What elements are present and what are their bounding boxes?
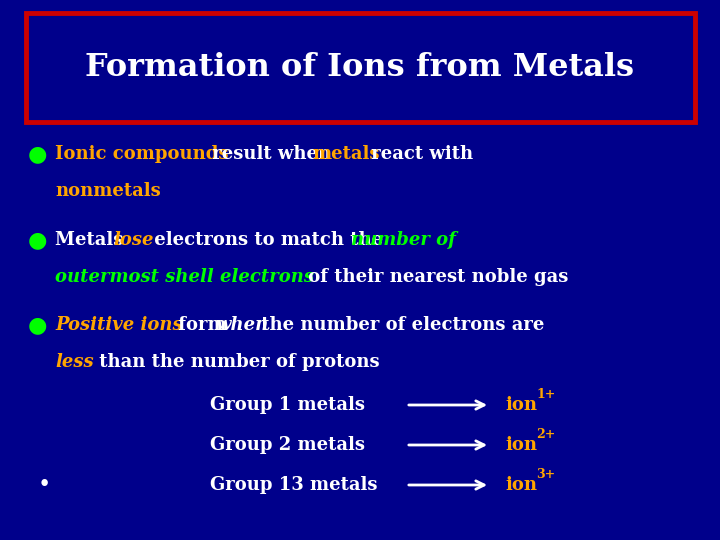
- Text: of their nearest noble gas: of their nearest noble gas: [302, 268, 568, 286]
- FancyBboxPatch shape: [26, 13, 695, 122]
- Text: 3+: 3+: [536, 469, 555, 482]
- Text: Group 13 metals: Group 13 metals: [210, 476, 377, 494]
- Text: Positive ions: Positive ions: [55, 316, 183, 334]
- Text: nonmetals: nonmetals: [55, 182, 161, 200]
- Text: Group 2 metals: Group 2 metals: [210, 436, 365, 454]
- Text: ion: ion: [505, 476, 537, 494]
- Text: outermost shell electrons: outermost shell electrons: [55, 268, 314, 286]
- Text: ●: ●: [28, 230, 48, 250]
- Text: ion: ion: [505, 436, 537, 454]
- Text: Metals: Metals: [55, 231, 130, 249]
- Text: lose: lose: [113, 231, 153, 249]
- Text: 1+: 1+: [536, 388, 555, 402]
- Text: •: •: [38, 474, 51, 496]
- Text: than the number of protons: than the number of protons: [93, 353, 379, 371]
- Text: number of: number of: [351, 231, 456, 249]
- Text: form: form: [172, 316, 233, 334]
- Text: electrons to match the: electrons to match the: [148, 231, 390, 249]
- Text: result when: result when: [206, 145, 338, 163]
- Text: ●: ●: [28, 144, 48, 164]
- Text: 2+: 2+: [536, 429, 555, 442]
- Text: Formation of Ions from Metals: Formation of Ions from Metals: [86, 51, 634, 83]
- Text: ●: ●: [28, 315, 48, 335]
- Text: metals: metals: [312, 145, 379, 163]
- Text: when: when: [215, 316, 269, 334]
- Text: less: less: [55, 353, 94, 371]
- Text: Ionic compounds: Ionic compounds: [55, 145, 228, 163]
- Text: the number of electrons are: the number of electrons are: [255, 316, 544, 334]
- Text: ion: ion: [505, 396, 537, 414]
- Text: react with: react with: [365, 145, 473, 163]
- Text: Group 1 metals: Group 1 metals: [210, 396, 365, 414]
